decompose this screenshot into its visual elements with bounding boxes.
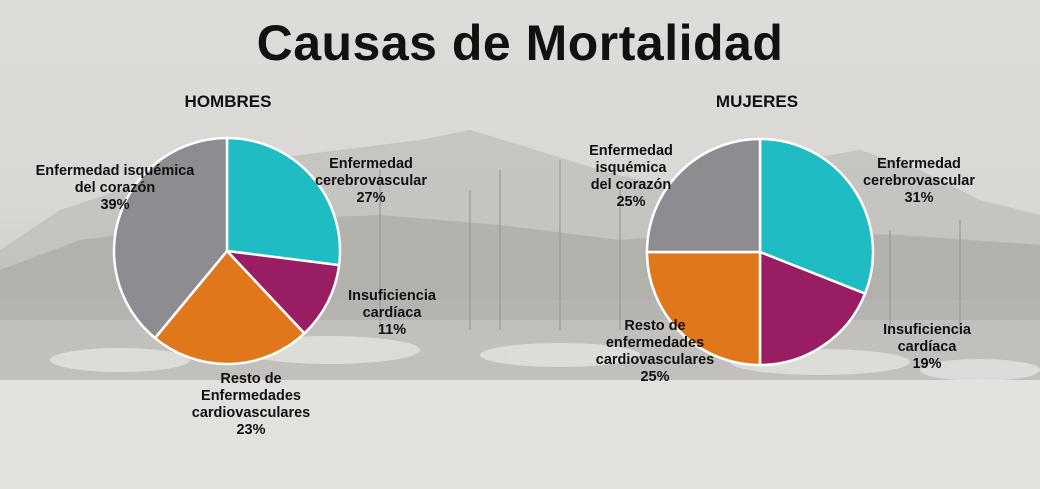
pie-slice-hombres-insuficiencia [223, 249, 341, 336]
chart-title-hombres: HOMBRES [184, 92, 272, 111]
pie-label-hombres-resto: Resto de Enfermedades cardiovasculares 23% [192, 371, 311, 438]
pie-label-mujeres-isquemica: Enfermedad isquémica del corazón 25% [589, 143, 673, 210]
pie-label-hombres-cerebrovascular: Enfermedad cerebrovascular 27% [315, 156, 427, 206]
page-title: Causas de Mortalidad [256, 15, 784, 71]
pie-slice-mujeres-resto [645, 250, 762, 367]
pie-label-mujeres-cerebrovascular: Enfermedad cerebrovascular 31% [863, 156, 975, 206]
pie-label-hombres-isquemica: Enfermedad isquémica del corazón 39% [36, 163, 196, 213]
pie-slice-mujeres-cerebrovascular [758, 137, 875, 296]
pie-slice-hombres-resto [153, 249, 307, 366]
pie-slice-mujeres-isquemica [645, 137, 762, 254]
pie-slice-hombres-isquemica [112, 136, 229, 340]
pie-label-mujeres-resto: Resto de enfermedades cardiovasculares 25% [596, 318, 715, 385]
pie-slice-hombres-cerebrovascular [225, 136, 342, 267]
pie-label-hombres-insuficiencia: Insuficiencia cardíaca 11% [348, 288, 437, 338]
pie-slice-mujeres-insuficiencia [758, 250, 867, 367]
pie-label-mujeres-insuficiencia: Insuficiencia cardíaca 19% [883, 322, 972, 372]
chart-title-mujeres: MUJERES [715, 92, 799, 111]
